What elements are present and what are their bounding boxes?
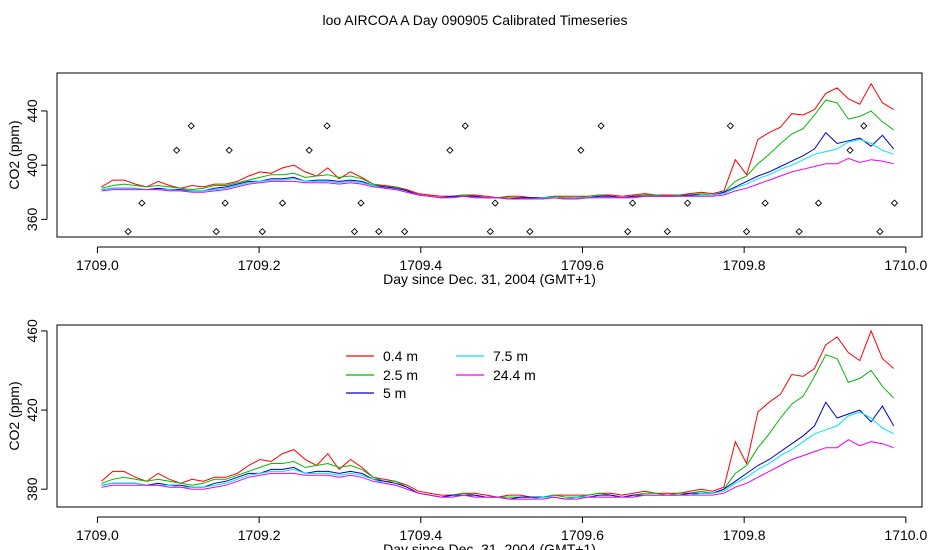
legend-label: 0.4 m — [383, 348, 418, 364]
scatter-point — [187, 122, 195, 130]
legend-label: 7.5 m — [493, 348, 528, 364]
scatter-point — [278, 199, 287, 207]
series-line-2-5-m — [101, 99, 894, 199]
x-tick-label: 1709.2 — [238, 257, 281, 273]
scatter-point — [124, 227, 132, 236]
scatter-point — [663, 227, 671, 236]
scatter-point — [258, 227, 266, 236]
scatter-point — [305, 146, 313, 154]
scatter-point — [225, 146, 233, 154]
scatter-point — [683, 199, 692, 207]
x-tick-label: 1709.2 — [238, 527, 281, 543]
x-tick-label: 1709.8 — [723, 527, 766, 543]
x-tick-label: 1709.0 — [76, 257, 119, 273]
scatter-point — [814, 199, 823, 207]
y-tick-label: 440 — [24, 99, 40, 123]
scatter-point — [486, 227, 494, 236]
scatter-point — [876, 227, 884, 236]
x-tick-label: 1709.4 — [399, 527, 442, 543]
scatter-point — [212, 227, 220, 236]
scatter-point — [597, 122, 605, 130]
scatter-point — [221, 199, 229, 207]
upper-plot-panel: 1709.0 1709.2 1709.4 1709.6 1709.8 1710.0 Day … — [6, 72, 927, 287]
scatter-point — [726, 122, 735, 130]
legend-label: 2.5 m — [383, 367, 418, 383]
x-axis-label: Day since Dec. 31, 2004 (GMT+1) — [383, 541, 596, 550]
y-axis-label: CO2 (ppm) — [6, 120, 22, 189]
series-line-24-4-m — [101, 157, 894, 200]
x-tick-label: 1709.6 — [561, 527, 604, 543]
scatter-point — [624, 227, 632, 236]
scatter-point — [173, 146, 181, 154]
y-tick-label: 360 — [24, 207, 40, 231]
y-axis-label: CO2 (ppm) — [6, 381, 22, 450]
plot-frame — [56, 72, 923, 238]
scatter-point — [795, 227, 803, 236]
x-tick-label: 1709.6 — [561, 257, 604, 273]
chart-title: loo AIRCOA A Day 090905 Calibrated Times… — [322, 12, 627, 28]
series-line-24-4-m — [101, 439, 894, 500]
y-tick-label: 380 — [24, 477, 40, 501]
lower-plot-panel: 1709.0 1709.2 1709.4 1709.6 1709.8 1710.0 Day … — [6, 319, 927, 550]
y-tick-label: 420 — [24, 398, 40, 422]
scatter-point — [446, 146, 454, 154]
legend-label: 24.4 m — [493, 367, 536, 383]
x-tick-label: 1709.0 — [76, 527, 119, 543]
scatter-point — [761, 199, 769, 207]
scatter-point — [890, 199, 899, 207]
scatter-point — [357, 199, 365, 207]
legend-label: 5 m — [383, 385, 406, 401]
scatter-point — [628, 199, 637, 207]
x-axis-label: Day since Dec. 31, 2004 (GMT+1) — [383, 271, 596, 287]
scatter-point — [526, 227, 534, 236]
scatter-point — [577, 146, 585, 154]
scatter-point — [860, 122, 868, 130]
scatter-point — [350, 227, 359, 236]
y-tick-label: 400 — [24, 153, 40, 177]
scatter-point — [461, 122, 469, 130]
scatter-point — [138, 199, 146, 207]
scatter-point — [375, 227, 383, 236]
series-line-0-4-m — [101, 82, 894, 199]
y-tick-label: 460 — [24, 319, 40, 343]
scatter-point — [742, 227, 751, 236]
scatter-point — [323, 122, 331, 130]
x-tick-label: 1710.0 — [884, 527, 927, 543]
x-tick-label: 1709.4 — [399, 257, 442, 273]
plot-frame — [56, 324, 923, 508]
x-tick-label: 1710.0 — [884, 257, 927, 273]
x-tick-label: 1709.8 — [723, 257, 766, 273]
scatter-point — [491, 199, 499, 207]
scatter-point — [400, 227, 409, 236]
scatter-point — [846, 146, 854, 154]
